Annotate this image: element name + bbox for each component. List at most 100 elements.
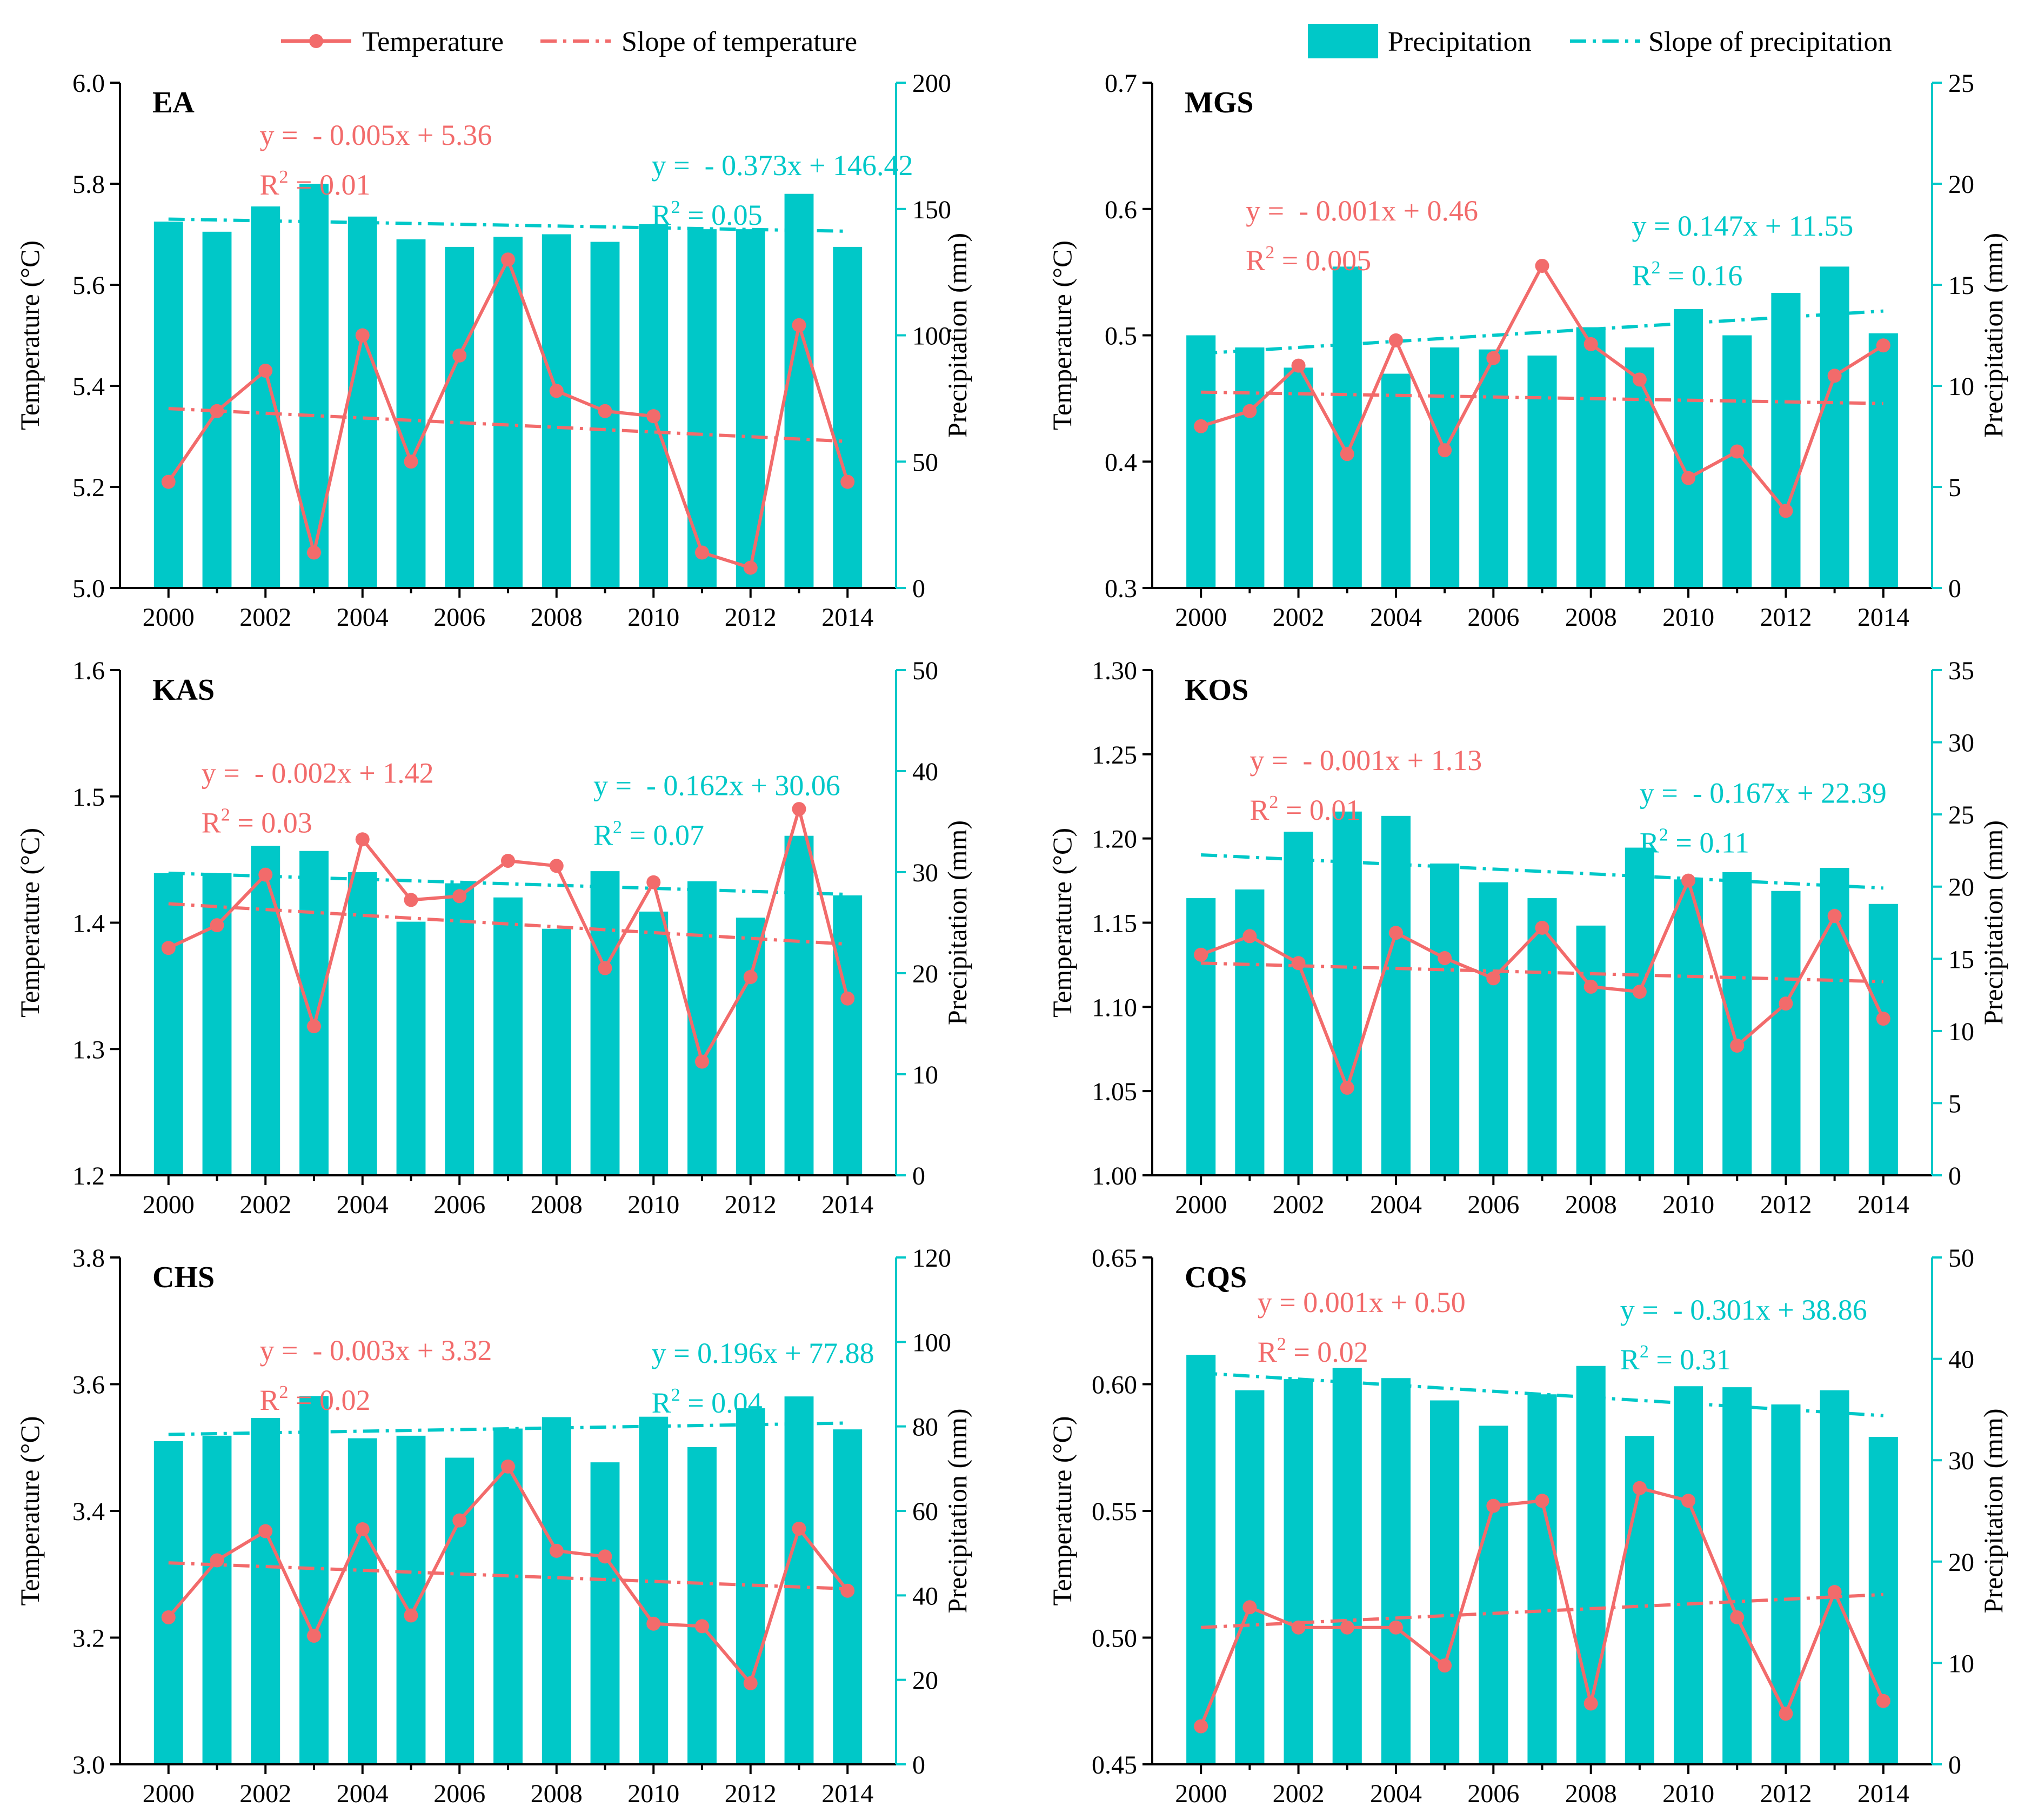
right-tick-label: 15 [1948,945,1974,974]
left-tick-label: 1.5 [72,783,105,812]
right-tick-label: 30 [1948,729,1974,758]
temperature-point [307,1628,321,1643]
precipitation-equation: y = 0.147x + 11.55 [1632,210,1853,242]
temperature-point [1779,996,1793,1011]
temperature-point [1876,338,1890,353]
legend-slope-precipitation: Slope of precipitation [1570,26,1892,57]
precipitation-bar [784,193,814,588]
temperature-point [452,1513,467,1528]
right-tick-label: 40 [912,1582,938,1610]
precipitation-bar [1479,349,1508,588]
left-tick-label: 5.0 [72,574,105,603]
temperature-point [743,1676,758,1690]
precipitation-bar [1527,355,1557,588]
right-tick-label: 10 [1948,1018,1974,1046]
precipitation-bar [1479,1426,1508,1764]
precipitation-bar [639,1416,669,1764]
y-axis-title: Temperature (°C) [15,1416,45,1605]
bottom-tick-label: 2014 [1857,1190,1909,1219]
precipitation-bar [1771,1404,1801,1764]
temperature-point [695,1619,709,1634]
bottom-tick-label: 2002 [1273,1190,1325,1219]
bottom-tick-label: 2006 [433,1779,485,1808]
left-tick-label: 1.6 [72,657,105,685]
right-tick-label: 0 [912,1751,925,1779]
temperature-point [452,889,467,904]
temperature-point [501,252,515,267]
temperature-point [1340,447,1354,461]
bottom-tick-label: 2012 [725,1190,777,1219]
right-tick-label: 20 [912,1667,938,1695]
right-tick-label: 30 [1948,1447,1974,1475]
right-tick-label: 80 [912,1413,938,1442]
precipitation-bar [736,918,765,1175]
temperature-point [1194,947,1208,962]
temperature-point [598,1549,612,1564]
precipitation-r2: R2 = 0.16 [1632,258,1742,292]
temperature-point [840,991,855,1006]
bottom-tick-label: 2014 [821,603,873,632]
precipitation-r2: R2 = 0.31 [1620,1342,1731,1376]
right-tick-label: 150 [912,196,951,224]
bottom-tick-label: 2006 [1467,1190,1519,1219]
left-tick-label: 1.10 [1092,993,1137,1022]
precipitation-bar [1479,882,1508,1175]
right-tick-label: 25 [1948,69,1974,98]
precipitation-bar [590,1462,620,1764]
bottom-tick-label: 2008 [1565,1779,1617,1808]
temperature-point [1388,926,1403,940]
temperature-point [404,1608,418,1623]
precipitation-bar [687,1447,717,1764]
temperature-point [1340,1620,1354,1635]
left-tick-label: 1.05 [1092,1078,1137,1106]
precipitation-bar [153,222,183,588]
precipitation-bar [736,229,765,588]
temperature-point [355,832,370,847]
temperature-point [598,961,612,975]
precipitation-bar [348,1438,377,1764]
precipitation-bar [1771,891,1801,1175]
precipitation-bar [542,234,571,588]
temperature-point [1876,1012,1890,1026]
temperature-point [355,328,370,343]
precipitation-bar [299,1396,329,1764]
bottom-tick-label: 2012 [725,603,777,632]
temperature-point [1438,1658,1452,1673]
temperature-point [1388,1620,1403,1635]
left-tick-label: 5.6 [72,271,105,300]
precipitation-bar [1771,292,1801,588]
temperature-point [1730,1610,1745,1624]
bottom-tick-label: 2004 [337,603,389,632]
left-tick-label: 0.55 [1092,1497,1137,1526]
precipitation-bar [639,224,669,588]
precipitation-bar [1820,1390,1849,1764]
y-axis-title: Temperature (°C) [1047,1416,1077,1605]
bottom-tick-label: 2010 [627,1779,679,1808]
right-tick-label: 20 [1948,873,1974,902]
legend-precipitation: Precipitation [1308,24,1532,58]
panel-label: KOS [1185,673,1248,707]
temperature-point [1876,1694,1890,1708]
precipitation-equation: y = - 0.373x + 146.42 [652,149,913,182]
precipitation-bar [1186,335,1216,588]
right-tick-label: 20 [1948,170,1974,199]
right-tick-label: 50 [1948,1244,1974,1273]
precipitation-bar [1430,1400,1460,1764]
temperature-point [1827,909,1842,924]
precipitation-bar [1722,872,1752,1175]
right-tick-label: 120 [912,1244,951,1273]
temperature-point [1681,1494,1696,1508]
temperature-r2: R2 = 0.03 [202,805,312,839]
right-tick-label: 0 [1948,1751,1961,1779]
precipitation-bar [396,921,426,1175]
precipitation-bar [1820,266,1849,588]
legend-slope-temperature-label: Slope of temperature [622,26,857,57]
legend-temperature-marker [309,34,323,48]
temperature-point [1194,1719,1208,1734]
temperature-point [1291,1620,1306,1635]
precipitation-bar [784,1396,814,1764]
temperature-point [1242,929,1257,944]
precipitation-bar [1674,1386,1703,1764]
bottom-tick-label: 2008 [1565,603,1617,632]
precipitation-bar [542,928,571,1175]
